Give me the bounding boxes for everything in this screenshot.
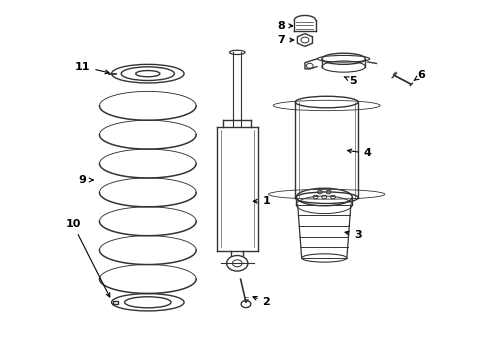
- Text: 10: 10: [65, 219, 109, 297]
- Text: 7: 7: [276, 35, 293, 45]
- Text: 11: 11: [75, 62, 109, 74]
- Text: 6: 6: [413, 71, 424, 80]
- Text: 1: 1: [253, 196, 269, 206]
- Text: 9: 9: [79, 175, 93, 185]
- Text: 2: 2: [252, 296, 269, 307]
- Text: 8: 8: [276, 21, 292, 31]
- Text: 5: 5: [344, 76, 356, 86]
- Text: 3: 3: [345, 230, 361, 240]
- Text: 4: 4: [347, 148, 371, 158]
